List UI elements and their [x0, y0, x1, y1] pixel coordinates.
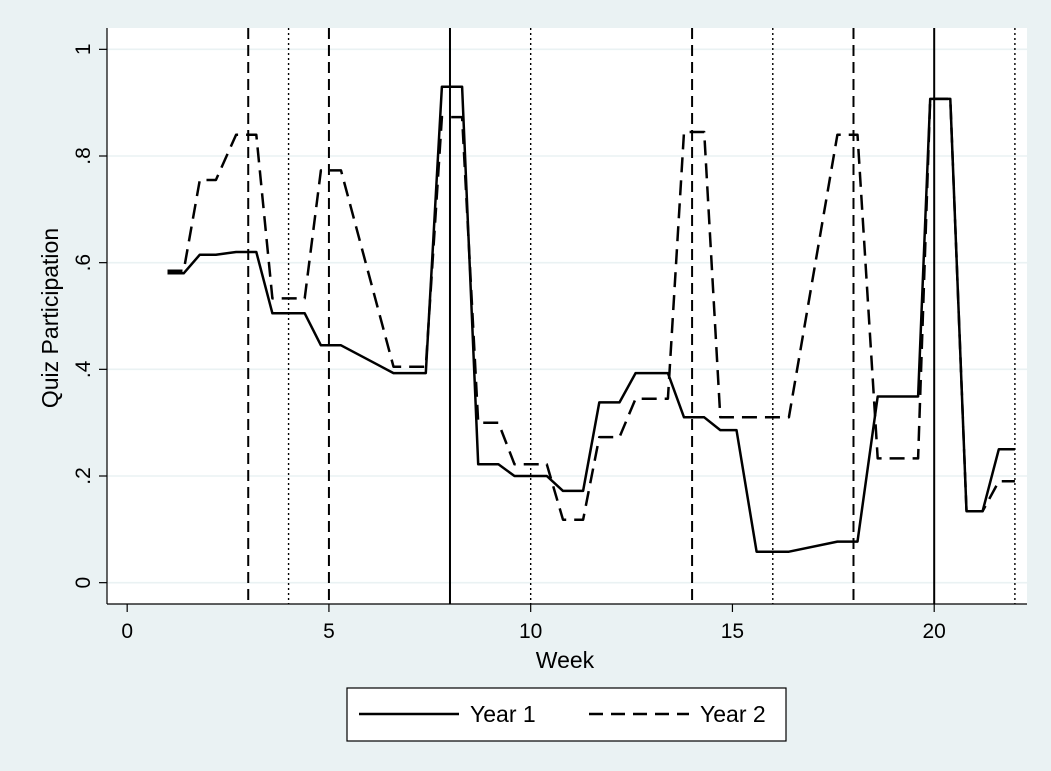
plot-area: [107, 28, 1027, 604]
legend-label-year-2: Year 2: [700, 701, 766, 727]
x-tick-label: 20: [923, 620, 946, 643]
x-tick-label: 5: [323, 620, 335, 643]
y-tick-label: 1: [72, 43, 95, 55]
axes: 0.2.4.6.810 5 10 15 20: [72, 28, 1027, 643]
y-axis-title: Quiz Participation: [37, 228, 63, 408]
y-tick-label: .6: [72, 254, 95, 272]
y-tick-label: .4: [72, 360, 95, 378]
x-axis-title: Week: [536, 647, 595, 673]
y-tick-label: .8: [72, 147, 95, 165]
x-tick-label: 15: [721, 620, 744, 643]
y-tick-label: 0: [72, 577, 95, 589]
series-line-year-1: [167, 85, 1015, 553]
x-tick-label: 10: [519, 620, 542, 643]
vertical-reference-lines: [247, 28, 1016, 604]
x-tick-label: 0: [121, 620, 133, 643]
series-lines: [167, 85, 1015, 553]
legend-label-year-1: Year 1: [470, 701, 536, 727]
legend: Year 1 Year 2: [346, 687, 787, 742]
y-tick-label: .2: [72, 467, 95, 485]
